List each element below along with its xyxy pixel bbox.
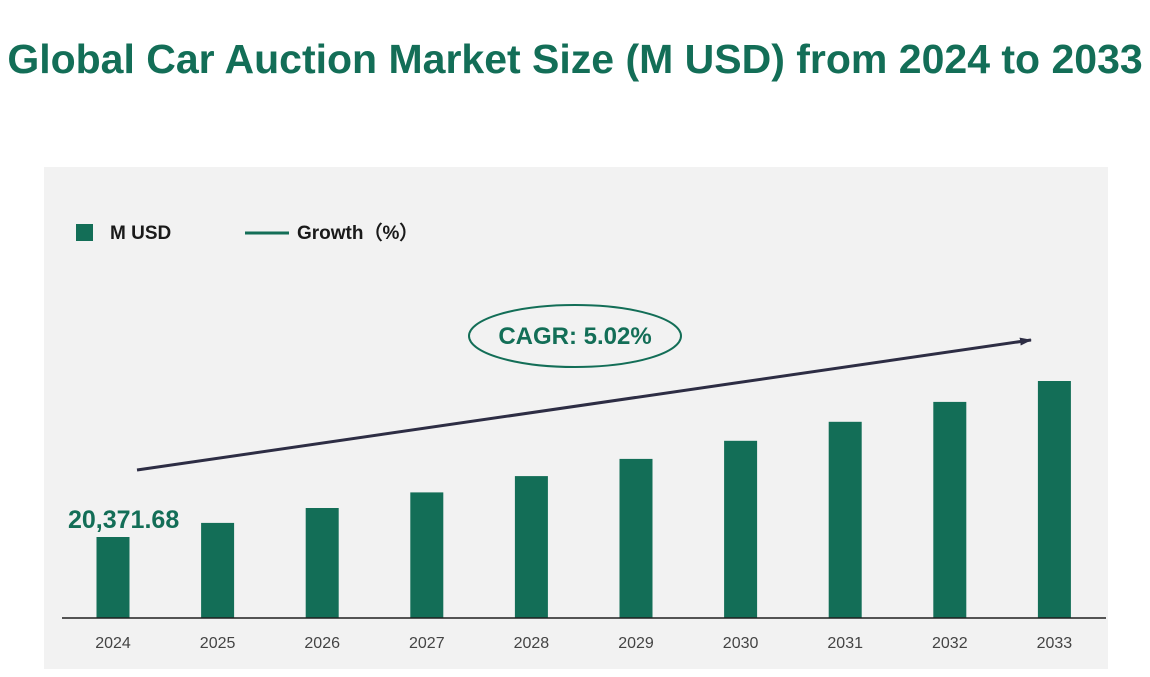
x-axis-ticks: 2024 2025 2026 2027 2028 2029 2030 2031 2032 2033: [95, 635, 1072, 652]
cagr-callout: CAGR: 5.02%: [468, 304, 682, 368]
x-tick-2027: 2027: [409, 635, 445, 652]
legend: M USD Growth（%）: [76, 221, 418, 244]
bar-2030: [724, 440, 758, 618]
bar-2028: [514, 476, 548, 618]
bar-2027: [410, 492, 444, 618]
bars-layer: [96, 381, 1071, 618]
bar-2032: [933, 401, 967, 618]
bar-2029: [619, 458, 653, 618]
chart-panel: M USD Growth（%） CAGR: 5.02% 2024 2025 2026…: [44, 167, 1108, 669]
bar-2026: [305, 508, 339, 618]
x-tick-2024: 2024: [95, 635, 131, 652]
x-tick-2028: 2028: [514, 635, 550, 652]
chart-title: Global Car Auction Market Size (M USD) f…: [7, 36, 1143, 82]
x-tick-2033: 2033: [1037, 635, 1073, 652]
x-tick-2026: 2026: [304, 635, 340, 652]
x-tick-2029: 2029: [618, 635, 654, 652]
chart-svg: M USD Growth（%） CAGR: 5.02% 2024 2025 2026…: [62, 221, 1106, 652]
legend-swatch-bar: [76, 224, 93, 241]
bar-2033: [1037, 381, 1071, 618]
data-label-2024: 20,371.68: [68, 506, 179, 534]
bar-2024: [96, 537, 130, 618]
bar-2031: [828, 421, 862, 618]
bar-2025: [201, 522, 235, 618]
trend-arrow: [136, 337, 1032, 472]
legend-label-bar: M USD: [110, 223, 171, 244]
cagr-ellipse: [468, 304, 682, 368]
x-tick-2031: 2031: [827, 635, 863, 652]
x-tick-2025: 2025: [200, 635, 236, 652]
x-tick-2030: 2030: [723, 635, 759, 652]
x-tick-2032: 2032: [932, 635, 968, 652]
legend-label-line: Growth（%）: [297, 221, 418, 244]
cagr-label: CAGR: 5.02%: [498, 323, 651, 350]
